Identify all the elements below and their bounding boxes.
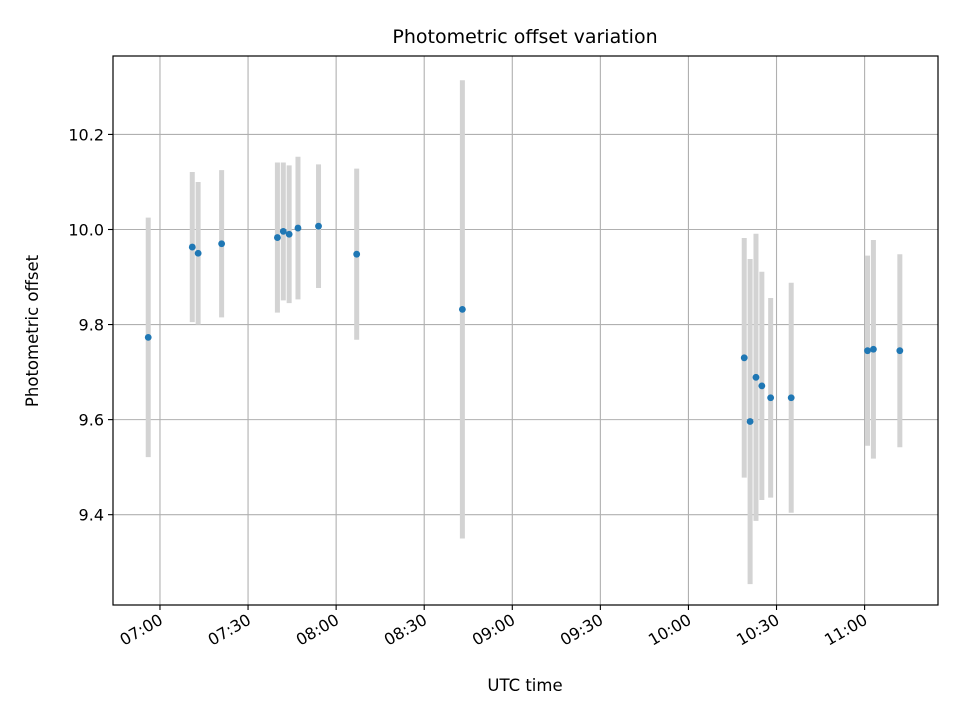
data-point: [752, 373, 760, 381]
data-point: [864, 347, 871, 355]
data-point: [353, 250, 361, 258]
grid-lines: [113, 56, 938, 605]
data-point: [218, 240, 226, 248]
data-point: [758, 382, 766, 390]
y-tick-label: 9.6: [79, 411, 104, 430]
data-point: [896, 347, 904, 355]
data-point: [740, 354, 748, 362]
data-point: [767, 394, 775, 402]
y-tick-label: 9.4: [79, 506, 104, 525]
data-point: [144, 333, 152, 341]
data-point: [285, 230, 293, 238]
y-axis-ticks: 9.4 9.6 9.8 10.0 10.2: [68, 125, 113, 525]
data-point: [274, 234, 281, 241]
data-point: [294, 224, 302, 232]
y-tick-label: 10.2: [68, 125, 104, 144]
data-point: [746, 418, 754, 425]
data-point: [458, 305, 466, 313]
data-point: [188, 243, 196, 251]
y-axis-label: Photometric offset: [23, 254, 42, 407]
data-point: [194, 249, 202, 257]
x-axis-label: UTC time: [487, 676, 562, 695]
data-point: [787, 394, 795, 402]
data-point: [315, 222, 322, 230]
data-markers: [144, 222, 904, 425]
chart-title: Photometric offset variation: [392, 26, 657, 48]
data-point: [870, 345, 877, 353]
plot-frame: [112, 55, 939, 606]
data-point: [279, 227, 287, 235]
y-tick-label: 9.8: [79, 316, 104, 335]
y-tick-label: 10.0: [68, 220, 104, 239]
